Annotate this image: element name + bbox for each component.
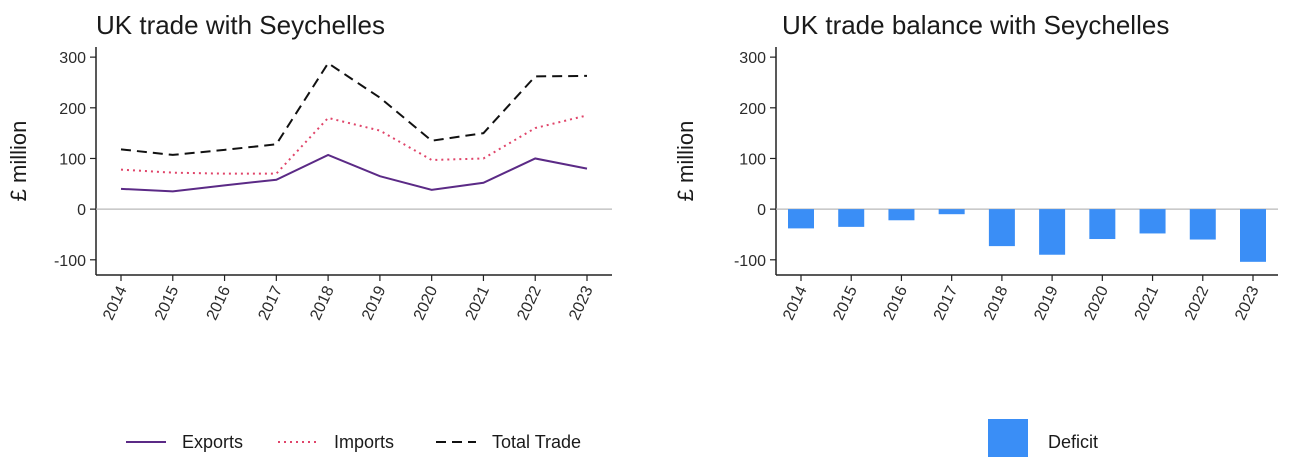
bar-2023 <box>1240 209 1266 262</box>
x-tick-label: 2021 <box>463 283 493 323</box>
bar-2019 <box>1039 209 1066 255</box>
y-tick-label: -100 <box>734 253 766 270</box>
bar-2016 <box>888 209 915 221</box>
legend-label: Deficit <box>1048 432 1098 452</box>
x-tick-label: 2014 <box>100 283 130 323</box>
bar-2014 <box>788 209 814 229</box>
x-tick-label: 2015 <box>152 283 182 323</box>
x-tick-label: 2022 <box>1182 283 1212 323</box>
y-tick-label: 300 <box>59 50 86 67</box>
y-tick-label: 200 <box>739 101 766 118</box>
trade-chart-title: UK trade with Seychelles <box>96 10 386 40</box>
bar-2022 <box>1189 209 1216 240</box>
balance-chart-svg: -100 0 100 200 300 2014 2015 2016 2017 2018 2019 20… <box>673 47 1278 457</box>
x-tick-label: 2019 <box>1031 283 1061 323</box>
x-tick-label: 2018 <box>981 283 1011 323</box>
x-tick-label: 2020 <box>1082 283 1112 323</box>
x-tick-label: 2023 <box>566 283 596 323</box>
y-axis-title: £ million <box>673 121 698 202</box>
x-tick-label: 2017 <box>931 283 961 323</box>
x-tick-label: 2017 <box>256 283 286 323</box>
y-tick-label: 300 <box>739 50 766 67</box>
x-tick-label: 2023 <box>1232 283 1262 323</box>
x-tick-label: 2022 <box>514 283 544 323</box>
y-tick-label: -100 <box>54 253 86 270</box>
bar-2021 <box>1139 209 1166 234</box>
bar-2020 <box>1089 209 1116 240</box>
x-tick-label: 2018 <box>307 283 337 323</box>
series-line-imports <box>120 114 588 175</box>
y-tick-label: 100 <box>739 151 766 168</box>
y-tick-label: 0 <box>77 202 86 219</box>
trade-chart-svg: -100 0 100 200 300 2014 2015 2016 2017 2018 2019 20… <box>6 47 612 452</box>
x-tick-label: 2014 <box>780 283 810 323</box>
bar-2015 <box>838 209 865 227</box>
series-line-exports <box>120 153 588 193</box>
legend-key-deficit <box>988 419 1028 457</box>
y-axis-title: £ million <box>6 121 31 202</box>
bar-2017 <box>938 209 965 215</box>
x-tick-label: 2020 <box>411 283 441 323</box>
x-tick-label: 2016 <box>881 283 911 323</box>
x-tick-label: 2019 <box>359 283 389 323</box>
x-tick-label: 2015 <box>830 283 860 323</box>
y-tick-label: 200 <box>59 101 86 118</box>
trade-chart-panel: UK trade with Seychelles -100 0 100 200 300 2… <box>0 0 646 457</box>
y-tick-label: 0 <box>757 202 766 219</box>
legend-label: Exports <box>182 432 243 452</box>
x-tick-label: 2021 <box>1132 283 1162 323</box>
legend-label: Total Trade <box>492 432 581 452</box>
bar-2018 <box>988 209 1015 247</box>
balance-chart-title: UK trade balance with Seychelles <box>782 10 1170 40</box>
series-line-total-trade <box>120 61 588 156</box>
x-tick-label: 2016 <box>204 283 234 323</box>
balance-chart-panel: UK trade balance with Seychelles -100 0 10… <box>646 0 1293 457</box>
y-tick-label: 100 <box>59 151 86 168</box>
legend-label: Imports <box>334 432 394 452</box>
